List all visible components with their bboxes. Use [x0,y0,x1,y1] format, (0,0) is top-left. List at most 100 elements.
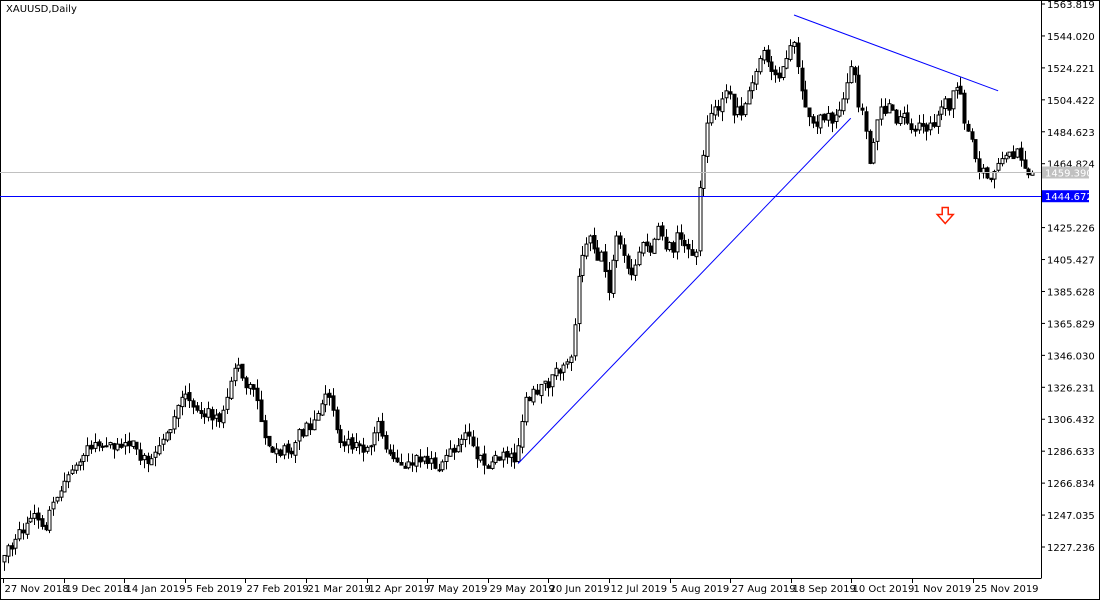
candle [376,417,381,442]
candle [25,516,30,539]
candle [62,472,67,493]
candle-body-bear [618,235,623,245]
candle [883,98,888,117]
candle [448,440,453,457]
candle [841,92,846,115]
candle [361,437,366,462]
candle [739,97,744,121]
candle-body-bull [561,364,566,373]
candle [830,111,835,133]
candle-body-bear [682,239,687,247]
candle-body-bear [36,512,41,521]
candle [898,110,903,126]
candle-body-bear [864,111,869,132]
candle-body-bull [493,454,498,463]
candle-body-bull [459,438,464,445]
candle-body-bull [490,461,495,469]
candle-body-bear [199,410,204,414]
candle [463,424,468,448]
candle [168,429,173,441]
candle [274,443,279,463]
candle [966,120,971,132]
candle [199,401,204,419]
candle-body-bull [826,112,831,121]
candle-body-bull [369,445,374,448]
candle [913,125,918,137]
candle-body-bull [25,522,30,535]
candle [115,438,120,452]
price-tick-label: 1544.020 [1047,32,1095,43]
candle-body-bear [860,107,865,111]
candle-body-bull [85,445,90,457]
candle [40,515,45,530]
price-tick-label: 1266.834 [1047,479,1095,490]
candle [698,180,703,257]
candle [138,442,143,466]
candle-body-bear [796,42,801,68]
candle-body-bear [497,456,502,461]
candle-body-bull [376,421,381,434]
candle-body-bear [958,85,963,95]
candle [611,254,616,298]
candle [384,431,389,453]
candle [777,66,782,82]
candle-body-bear [270,446,275,453]
candle [410,453,415,472]
candle-body-bull [580,254,585,277]
candle-body-bull [849,66,854,84]
candle [380,412,385,439]
candle-body-bear [217,413,222,423]
candle-body-bear [766,49,771,63]
candle [565,358,570,369]
candle-body-bull [641,241,646,254]
candle [584,237,589,260]
candle-body-bear [769,61,774,72]
candle-body-bear [973,139,978,160]
candle [437,463,442,473]
candle [996,158,1001,172]
price-tick-label: 1524.221 [1047,64,1095,75]
candle-body-bear [399,462,404,466]
candle [943,96,948,116]
candle [444,449,449,470]
candle [493,450,498,465]
candle [607,261,612,301]
price-tick-label: 1563.819 [1047,0,1095,11]
candle [766,45,771,68]
candle [932,113,937,129]
candle [459,434,464,453]
candle-body-bear [286,443,291,453]
candle [244,375,249,395]
candle [747,86,752,105]
candle-body-bull [637,251,642,266]
candle [475,437,480,468]
candle [1011,145,1016,160]
candle-body-bear [626,255,631,269]
candle [618,232,623,249]
candle [626,253,631,275]
candle-body-bull [758,58,763,73]
candle [837,101,842,118]
candle-body-bull [70,469,75,474]
candle-body-bull [168,429,173,434]
down-arrow-icon [935,206,955,225]
candle [323,385,328,413]
candle [535,384,540,396]
candle-body-bull [115,443,120,451]
price-tick-label: 1326.231 [1047,383,1095,394]
candle-body-bull [59,490,64,498]
candle [800,60,805,100]
candle-body-bull [142,454,147,461]
candle-body-bull [372,432,377,446]
candle-body-bear [187,392,192,402]
candle-body-bull [784,58,789,69]
price-tick-label: 1405.427 [1047,256,1095,267]
candle-body-bull [2,554,7,563]
candle-body-bull [229,380,234,399]
candle-body-bull [554,367,559,377]
candle-body-bear [728,91,733,95]
candle [1007,151,1012,159]
candle-body-bull [323,393,328,406]
candle [1015,148,1020,159]
